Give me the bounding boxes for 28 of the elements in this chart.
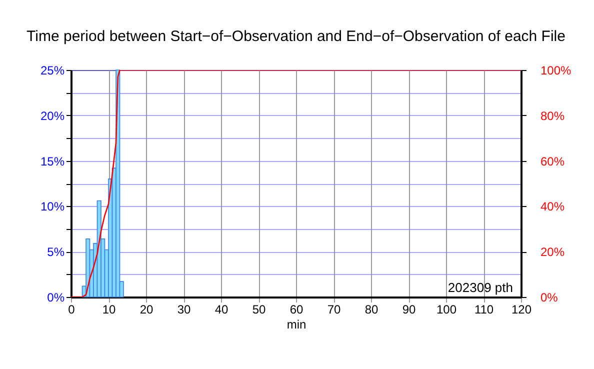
x-tick-label: 10	[102, 302, 116, 316]
x-axis-title: min	[286, 318, 306, 332]
y-tick-label: 10%	[40, 200, 65, 214]
x-tick-label: 80	[364, 302, 378, 316]
x-tick-label: 0	[68, 302, 76, 316]
x-tick-label: 90	[402, 302, 416, 316]
x-tick-label: 100	[436, 302, 457, 316]
y-tick-label: 25%	[40, 64, 65, 78]
x-tick-label: 30	[177, 302, 191, 316]
y2-tick-label: 40%	[540, 200, 565, 214]
y-tick-label: 15%	[40, 154, 65, 168]
x-tick-label: 40	[214, 302, 228, 316]
x-tick-label: 110	[474, 302, 494, 316]
x-tick-label: 20	[140, 302, 154, 316]
y-tick-label: 0%	[47, 290, 65, 304]
x-tick-label: 120	[511, 302, 532, 316]
y-tick-label: 20%	[40, 108, 65, 123]
y2-tick-label: 20%	[540, 245, 565, 260]
x-tick-label: 60	[290, 302, 304, 316]
chart-title: Time period between Start−of−Observation and End−of−Observation of each File	[26, 28, 566, 45]
x-tick-label: 70	[327, 302, 341, 316]
y-tick-label: 5%	[47, 245, 65, 260]
annotation: 202309 pth	[448, 280, 513, 295]
x-tick-label: 50	[252, 302, 266, 316]
y2-tick-label: 80%	[540, 108, 565, 123]
y2-tick-label: 0%	[540, 290, 558, 304]
y2-tick-label: 60%	[540, 154, 565, 168]
y2-tick-label: 100%	[540, 64, 572, 78]
